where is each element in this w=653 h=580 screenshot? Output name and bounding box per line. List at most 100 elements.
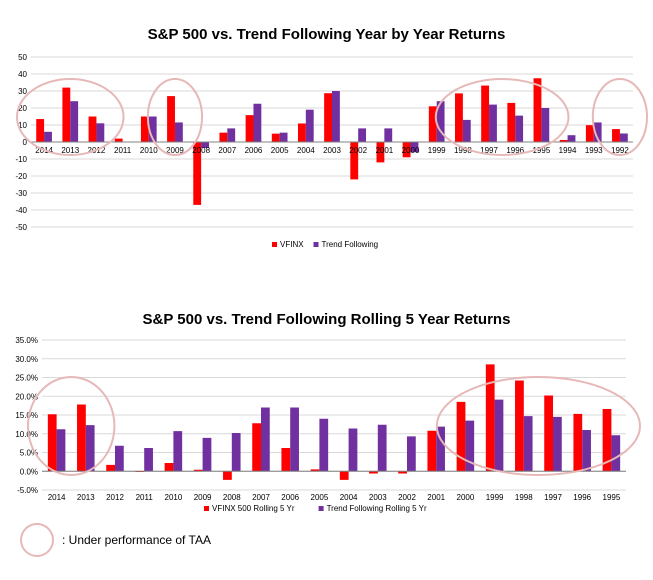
bar-trend-following-rolling-5-yr-1998 [523, 416, 533, 472]
bar-trend-following-1997 [489, 104, 497, 142]
bar-trend-following-2010 [148, 116, 157, 142]
bar-vfinx-2009 [167, 96, 175, 142]
x-tick-label: 1996 [573, 493, 591, 502]
x-tick-label: 2004 [340, 493, 358, 502]
bar-trend-following-1998 [462, 119, 471, 142]
bar-trend-following-rolling-5-yr-2012 [115, 445, 124, 472]
bar-vfinx-2003 [324, 93, 332, 142]
x-tick-label: 1995 [532, 146, 550, 155]
bar-trend-following-2000 [410, 142, 419, 153]
bar-trend-following-rolling-5-yr-2011 [144, 448, 153, 472]
y-tick-label: 10.0% [15, 430, 38, 439]
bar-trend-following-1994 [567, 135, 576, 142]
x-tick-label: 2009 [194, 493, 212, 502]
bar-vfinx-500-rolling-5-yr-2003 [369, 471, 378, 474]
bar-vfinx-2008 [193, 142, 202, 205]
y-tick-label: 20.0% [15, 392, 38, 401]
bar-vfinx-500-rolling-5-yr-2012 [106, 464, 115, 472]
x-tick-label: 2014 [48, 493, 66, 502]
legend-label: Trend Following [322, 240, 379, 249]
bar-vfinx-2011 [114, 138, 123, 142]
bar-vfinx-500-rolling-5-yr-2010 [164, 463, 174, 472]
x-tick-label: 2009 [166, 146, 184, 155]
bar-trend-following-2005 [279, 132, 288, 142]
x-tick-label: 2002 [349, 146, 367, 155]
x-tick-label: 1997 [480, 146, 498, 155]
underperformance-circle [16, 78, 125, 156]
x-tick-label: 2000 [457, 493, 475, 502]
x-tick-label: 2008 [223, 493, 241, 502]
y-tick-label: 10 [18, 121, 27, 130]
bar-trend-following-2013 [70, 101, 79, 142]
bar-trend-following-rolling-5-yr-2001 [436, 426, 445, 472]
x-tick-label: 1995 [603, 493, 621, 502]
bar-trend-following-rolling-5-yr-2010 [173, 431, 183, 472]
bar-vfinx-500-rolling-5-yr-2008 [223, 471, 232, 480]
chart-title: S&P 500 vs. Trend Following Rolling 5 Ye… [142, 311, 511, 328]
underperformance-circle [591, 78, 648, 156]
bar-trend-following-2001 [384, 128, 393, 142]
bar-vfinx-500-rolling-5-yr-1998 [515, 380, 524, 472]
legend-label: VFINX 500 Rolling 5 Yr [212, 504, 295, 513]
y-tick-label: -5.0% [17, 486, 38, 495]
y-tick-label: 30.0% [15, 355, 38, 364]
bar-vfinx-2014 [36, 119, 45, 142]
bar-vfinx-1992 [612, 129, 620, 142]
x-tick-label: 2006 [245, 146, 263, 155]
y-tick-label: 40 [18, 70, 27, 79]
bar-trend-following-2007 [227, 128, 236, 142]
bar-trend-following-2008 [201, 142, 209, 148]
bar-trend-following-2002 [358, 128, 367, 142]
bar-vfinx-2000 [402, 142, 411, 158]
y-tick-label: 20 [18, 104, 27, 113]
bar-vfinx-2002 [350, 142, 359, 180]
bar-trend-following-rolling-5-yr-1996 [582, 430, 591, 472]
bar-trend-following-rolling-5-yr-2005 [319, 418, 329, 472]
x-tick-label: 2012 [106, 493, 124, 502]
bar-vfinx-2007 [219, 132, 228, 142]
bar-trend-following-rolling-5-yr-2004 [348, 428, 358, 472]
bar-trend-following-2014 [44, 131, 52, 142]
bar-trend-following-rolling-5-yr-2000 [465, 420, 475, 472]
x-tick-label: 2013 [61, 146, 79, 155]
x-tick-label: 2008 [192, 146, 210, 155]
bar-vfinx-500-rolling-5-yr-2004 [339, 471, 349, 480]
x-tick-label: 1998 [454, 146, 472, 155]
bar-trend-following-rolling-5-yr-1999 [494, 399, 504, 472]
bar-trend-following-2009 [174, 122, 183, 142]
bar-trend-following-2012 [96, 123, 105, 142]
x-tick-label: 2004 [297, 146, 315, 155]
x-tick-label: 2010 [165, 493, 183, 502]
bar-vfinx-500-rolling-5-yr-2000 [456, 401, 466, 472]
bar-vfinx-500-rolling-5-yr-2002 [398, 471, 407, 474]
bar-trend-following-rolling-5-yr-2002 [407, 436, 416, 472]
x-tick-label: 1994 [559, 146, 577, 155]
bar-vfinx-2012 [88, 116, 97, 142]
y-tick-label: 15.0% [15, 411, 38, 420]
bar-trend-following-rolling-5-yr-2013 [85, 425, 95, 472]
bar-trend-following-rolling-5-yr-2008 [231, 433, 241, 472]
y-tick-label: 30 [18, 87, 27, 96]
x-tick-label: 2005 [271, 146, 289, 155]
bar-vfinx-500-rolling-5-yr-1999 [485, 364, 495, 472]
y-tick-label: -30 [15, 189, 27, 198]
x-tick-label: 2007 [252, 493, 270, 502]
x-tick-label: 2000 [402, 146, 420, 155]
y-tick-label: -40 [15, 206, 27, 215]
rolling-5yr-chart: S&P 500 vs. Trend Following Rolling 5 Ye… [0, 300, 653, 530]
bar-trend-following-1993 [593, 122, 602, 142]
bar-vfinx-500-rolling-5-yr-1995 [602, 409, 612, 472]
bar-vfinx-2010 [140, 116, 149, 142]
underperformance-circle [434, 78, 570, 156]
x-tick-label: 1997 [544, 493, 562, 502]
bar-vfinx-2006 [245, 115, 254, 142]
bar-vfinx-2001 [376, 142, 385, 163]
bar-trend-following-rolling-5-yr-1997 [553, 416, 562, 472]
bar-vfinx-500-rolling-5-yr-2006 [281, 448, 291, 472]
y-tick-label: 5.0% [20, 449, 38, 458]
x-tick-label: 2001 [375, 146, 393, 155]
underperformance-circle [146, 78, 204, 156]
legend-note: : Under performance of TAA [18, 520, 318, 560]
x-tick-label: 2010 [140, 146, 158, 155]
y-tick-label: 25.0% [15, 374, 38, 383]
